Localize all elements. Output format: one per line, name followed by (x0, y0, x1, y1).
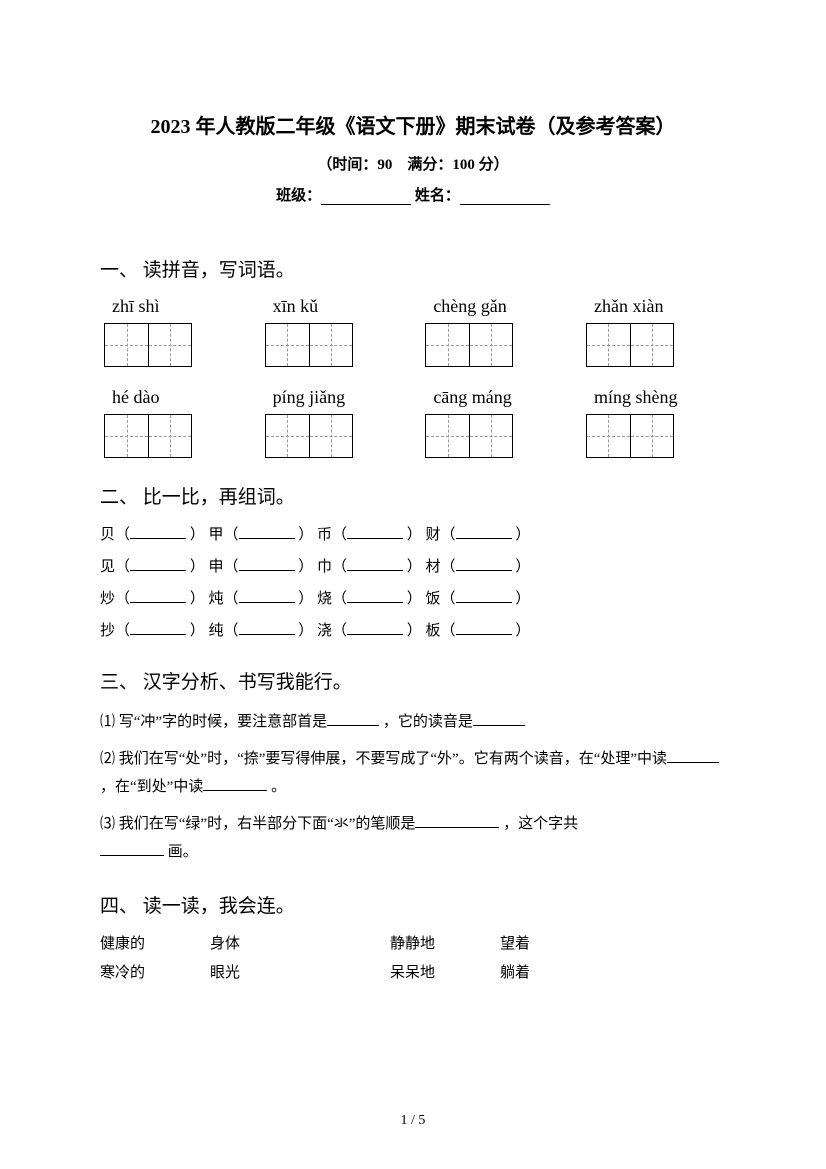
pinyin-item: cāng máng (425, 387, 565, 408)
fill-blank[interactable] (456, 621, 512, 635)
char-box-pair[interactable] (425, 323, 565, 367)
char-box-pair[interactable] (586, 414, 726, 458)
fill-blank[interactable] (100, 842, 164, 856)
fill-blank[interactable] (203, 777, 267, 791)
q3-item-2: ⑵ 我们在写“处”时，“捺”要写得伸展，不要写成了“外”。它有两个读音，在“处理… (100, 745, 726, 802)
document-subtitle: （时间：90 满分：100 分） (100, 153, 726, 174)
q4-cell: 躺着 (500, 961, 610, 982)
section-1-title: 一、 读拼音，写词语。 (100, 255, 726, 282)
char-box-pair[interactable] (265, 414, 405, 458)
class-label: 班级： (276, 188, 321, 204)
q4-cell: 呆呆地 (390, 961, 500, 982)
q3-item-3: ⑶ 我们在写“绿”时，右半部分下面“氺”的笔顺是 ，这个字共 画。 (100, 810, 726, 867)
student-info-line: 班级： 姓名： (100, 184, 726, 205)
fill-blank[interactable] (347, 589, 403, 603)
fill-blank[interactable] (239, 557, 295, 571)
pinyin-item: píng jiǎng (265, 387, 405, 408)
q2-line-3: 炒（ ） 炖（ ） 烧（ ） 饭（ ） (100, 587, 726, 611)
fill-blank[interactable] (327, 712, 379, 726)
pinyin-item: hé dào (104, 387, 244, 408)
fill-blank[interactable] (667, 749, 719, 763)
fill-blank[interactable] (239, 621, 295, 635)
fill-blank[interactable] (130, 589, 186, 603)
char-box-pair[interactable] (265, 323, 405, 367)
fill-blank[interactable] (239, 589, 295, 603)
section-4-title: 四、 读一读，我会连。 (100, 891, 726, 918)
pinyin-row-1: zhī shì xīn kǔ chèng gǎn zhǎn xiàn (100, 296, 726, 317)
q2-line-2: 见（ ） 申（ ） 巾（ ） 材（ ） (100, 555, 726, 579)
q3-item-1: ⑴ 写“冲”字的时候，要注意部首是 ，它的读音是 (100, 708, 726, 737)
q4-cell: 望着 (500, 932, 610, 953)
q4-cell: 寒冷的 (100, 961, 210, 982)
document-title: 2023 年人教版二年级《语文下册》期末试卷（及参考答案） (100, 110, 726, 139)
char-box-row-2 (100, 414, 726, 458)
q4-row-1: 健康的 身体 静静地 望着 (100, 932, 726, 953)
char-box-pair[interactable] (425, 414, 565, 458)
pinyin-item: míng shèng (586, 387, 726, 408)
class-blank[interactable] (321, 189, 411, 205)
char-box-pair[interactable] (104, 323, 244, 367)
section-3-title: 三、 汉字分析、书写我能行。 (100, 667, 726, 694)
q4-cell: 健康的 (100, 932, 210, 953)
fill-blank[interactable] (130, 525, 186, 539)
q4-cell: 静静地 (390, 932, 500, 953)
q4-cell: 眼光 (210, 961, 390, 982)
q2-line-4: 抄（ ） 纯（ ） 浇（ ） 板（ ） (100, 619, 726, 643)
fill-blank[interactable] (347, 525, 403, 539)
fill-blank[interactable] (473, 712, 525, 726)
char-box-pair[interactable] (104, 414, 244, 458)
section-2-title: 二、 比一比，再组词。 (100, 482, 726, 509)
fill-blank[interactable] (456, 525, 512, 539)
fill-blank[interactable] (239, 525, 295, 539)
q4-cell: 身体 (210, 932, 390, 953)
fill-blank[interactable] (347, 557, 403, 571)
fill-blank[interactable] (130, 557, 186, 571)
name-label: 姓名： (415, 188, 460, 204)
pinyin-item: zhī shì (104, 296, 244, 317)
pinyin-item: chèng gǎn (425, 296, 565, 317)
fill-blank[interactable] (415, 814, 499, 828)
q2-line-1: 贝（ ） 甲（ ） 币（ ） 财（ ） (100, 523, 726, 547)
name-blank[interactable] (460, 189, 550, 205)
pinyin-item: xīn kǔ (265, 296, 405, 317)
page-number: 1 / 5 (0, 1113, 826, 1129)
pinyin-item: zhǎn xiàn (586, 296, 726, 317)
pinyin-row-2: hé dào píng jiǎng cāng máng míng shèng (100, 387, 726, 408)
fill-blank[interactable] (130, 621, 186, 635)
char-box-pair[interactable] (586, 323, 726, 367)
q4-row-2: 寒冷的 眼光 呆呆地 躺着 (100, 961, 726, 982)
char-box-row-1 (100, 323, 726, 367)
fill-blank[interactable] (456, 557, 512, 571)
fill-blank[interactable] (347, 621, 403, 635)
fill-blank[interactable] (456, 589, 512, 603)
